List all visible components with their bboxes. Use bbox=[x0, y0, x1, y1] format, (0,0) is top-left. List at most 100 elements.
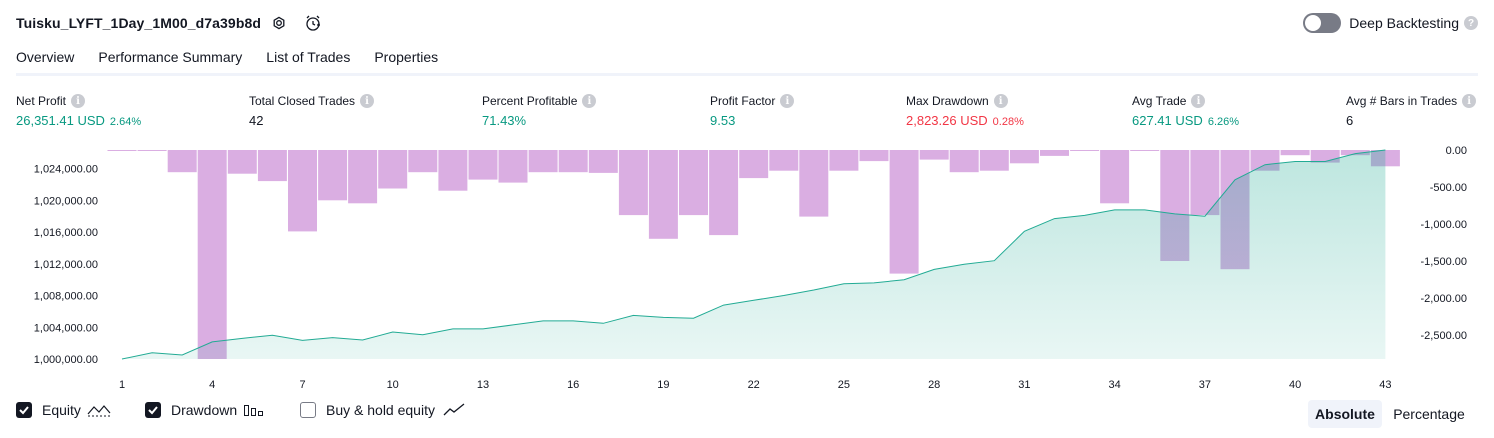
drawdown-bar bbox=[107, 150, 137, 151]
drawdown-bar bbox=[257, 150, 287, 182]
info-icon[interactable]: i bbox=[1462, 94, 1477, 108]
buy-hold-checkbox[interactable] bbox=[300, 402, 316, 418]
drawdown-bar bbox=[709, 150, 739, 236]
x-axis-tick-label: 16 bbox=[567, 379, 579, 391]
metric-label: Total Closed Trades bbox=[249, 94, 356, 108]
x-axis-tick-label: 43 bbox=[1379, 379, 1391, 391]
drawdown-bar bbox=[438, 150, 468, 191]
drawdown-bar bbox=[378, 150, 408, 189]
legend-drawdown[interactable]: Drawdown bbox=[145, 402, 265, 418]
tab-overview[interactable]: Overview bbox=[16, 46, 75, 76]
drawdown-bar bbox=[769, 150, 799, 171]
metric-profit-factor: Profit Factor i 9.53 bbox=[710, 94, 795, 128]
info-icon[interactable]: i bbox=[582, 94, 597, 108]
info-icon[interactable]: i bbox=[1191, 94, 1206, 108]
left-axis-tick-label: 1,000,000.00 bbox=[34, 354, 98, 366]
drawdown-bar bbox=[889, 150, 919, 274]
metric-value: 6 bbox=[1346, 113, 1354, 128]
metric-label: Profit Factor bbox=[710, 94, 776, 108]
x-axis-tick-label: 13 bbox=[477, 379, 489, 391]
drawdown-bar bbox=[1100, 150, 1130, 204]
metric-value: 2,823.26 USD bbox=[906, 113, 988, 128]
toggle-knob bbox=[1305, 15, 1322, 31]
x-axis-tick-label: 19 bbox=[657, 379, 669, 391]
drawdown-bar bbox=[288, 150, 317, 232]
metric-percent: 0.28% bbox=[992, 116, 1024, 128]
drawdown-bars-icon bbox=[243, 402, 265, 418]
metric-label: Net Profit bbox=[16, 94, 67, 108]
left-axis-tick-label: 1,024,000.00 bbox=[34, 164, 98, 176]
drawdown-bar bbox=[679, 150, 708, 216]
deep-backtesting-toggle[interactable] bbox=[1303, 13, 1342, 33]
drawdown-bar bbox=[648, 150, 678, 239]
absolute-scale-button[interactable]: Absolute bbox=[1308, 400, 1382, 428]
legend-label: Buy & hold equity bbox=[326, 402, 435, 418]
gear-icon[interactable] bbox=[269, 13, 289, 33]
equity-checkbox[interactable] bbox=[16, 402, 32, 418]
drawdown-bar bbox=[919, 150, 949, 160]
x-axis-tick-label: 22 bbox=[748, 379, 760, 391]
x-axis-tick-label: 25 bbox=[838, 379, 850, 391]
strategy-title: Tuisku_LYFT_1Day_1M00_d7a39b8d bbox=[16, 15, 262, 31]
info-icon[interactable]: i bbox=[993, 94, 1008, 108]
help-icon[interactable]: ? bbox=[1464, 16, 1478, 30]
right-axis-tick-label: 0.00 bbox=[1446, 145, 1467, 157]
drawdown-bar bbox=[829, 150, 859, 171]
info-icon[interactable]: i bbox=[71, 94, 86, 108]
drawdown-bar bbox=[318, 150, 348, 201]
drawdown-bar bbox=[408, 150, 438, 173]
metric-avg-bars-in-trades: Avg # Bars in Trades i 6 bbox=[1346, 94, 1477, 128]
x-axis-tick-label: 34 bbox=[1108, 379, 1120, 391]
metric-label: Avg Trade bbox=[1132, 94, 1187, 108]
equity-line-icon bbox=[87, 402, 111, 418]
drawdown-bar bbox=[1040, 150, 1069, 156]
metric-label: Percent Profitable bbox=[482, 94, 578, 108]
report-header: Tuisku_LYFT_1Day_1M00_d7a39b8d Deep Back… bbox=[0, 0, 1494, 44]
alarm-clock-icon[interactable] bbox=[303, 13, 323, 33]
tab-list-of-trades[interactable]: List of Trades bbox=[266, 49, 351, 65]
right-axis-tick-label: -2,500.00 bbox=[1421, 330, 1467, 342]
legend-label: Drawdown bbox=[171, 402, 238, 418]
drawdown-bar bbox=[979, 150, 1009, 171]
metric-percent-profitable: Percent Profitable i 71.43% bbox=[482, 94, 597, 128]
tab-performance-summary[interactable]: Performance Summary bbox=[98, 49, 243, 65]
left-axis-tick-label: 1,012,000.00 bbox=[34, 259, 98, 271]
drawdown-bar bbox=[1280, 150, 1310, 156]
metric-label: Avg # Bars in Trades bbox=[1346, 94, 1458, 108]
x-axis-tick-label: 7 bbox=[299, 379, 305, 391]
left-axis-tick-label: 1,016,000.00 bbox=[34, 227, 98, 239]
buy-hold-line-icon bbox=[443, 402, 465, 418]
drawdown-bar bbox=[949, 150, 979, 173]
info-icon[interactable]: i bbox=[360, 94, 375, 108]
x-axis-tick-label: 1 bbox=[119, 379, 125, 391]
drawdown-bar bbox=[348, 150, 378, 204]
percentage-scale-button[interactable]: Percentage bbox=[1393, 406, 1465, 422]
legend-equity[interactable]: Equity bbox=[16, 402, 111, 418]
info-icon[interactable]: i bbox=[780, 94, 795, 108]
drawdown-bar bbox=[799, 150, 829, 217]
drawdown-bar bbox=[618, 150, 648, 216]
x-axis-tick-label: 28 bbox=[928, 379, 940, 391]
drawdown-bar bbox=[1070, 150, 1100, 151]
drawdown-bar bbox=[1009, 150, 1039, 164]
metric-percent: 2.64% bbox=[109, 116, 142, 128]
drawdown-checkbox[interactable] bbox=[145, 402, 161, 418]
equity-drawdown-chart[interactable]: 1,024,000.00 1,020,000.00 1,016,000.00 1,01… bbox=[0, 140, 1494, 395]
drawdown-bar bbox=[498, 150, 528, 183]
right-axis-tick-label: -500.00 bbox=[1430, 182, 1467, 194]
left-axis-tick-label: 1,008,000.00 bbox=[34, 291, 98, 303]
legend-buy-hold-equity[interactable]: Buy & hold equity bbox=[300, 402, 465, 418]
metric-avg-trade: Avg Trade i 627.41 USD 6.26% bbox=[1132, 94, 1239, 128]
drawdown-bar bbox=[588, 150, 618, 173]
drawdown-bar bbox=[739, 150, 769, 179]
tab-properties[interactable]: Properties bbox=[374, 49, 439, 65]
metric-value: 627.41 USD bbox=[1132, 113, 1203, 128]
drawdown-bar bbox=[167, 150, 197, 173]
deep-backtesting-control: Deep Backtesting ? bbox=[1303, 12, 1478, 34]
tab-divider bbox=[16, 73, 1478, 76]
drawdown-bar bbox=[558, 150, 588, 173]
x-axis-tick-label: 40 bbox=[1289, 379, 1301, 391]
metric-total-closed-trades: Total Closed Trades i 42 bbox=[249, 94, 375, 128]
metric-label: Max Drawdown bbox=[906, 94, 989, 108]
equity-line bbox=[121, 149, 1386, 360]
